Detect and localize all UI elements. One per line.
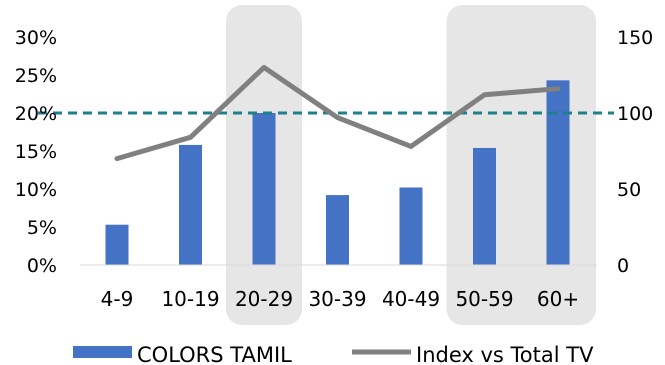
legend-label-index-vs-total-tv: Index vs Total TV bbox=[416, 343, 594, 365]
category-label-40-49: 40-49 bbox=[382, 287, 440, 311]
bar-4-9 bbox=[105, 224, 129, 265]
bar-10-19 bbox=[179, 144, 202, 265]
left-tick-label: 20% bbox=[15, 103, 57, 125]
bar-40-49 bbox=[399, 187, 423, 265]
legend-swatch-colors-tamil bbox=[73, 346, 132, 358]
index-line-series bbox=[114, 64, 561, 162]
category-label-4-9: 4-9 bbox=[101, 287, 134, 311]
legend: COLORS TAMIL Index vs Total TV bbox=[73, 343, 594, 365]
left-axis-ticks: 0% 5% 10% 15% 20% 25% 30% bbox=[15, 27, 57, 277]
legend-label-colors-tamil: COLORS TAMIL bbox=[137, 343, 292, 365]
bar-30-39 bbox=[326, 195, 349, 265]
right-tick-label: 150 bbox=[617, 27, 653, 49]
highlight-band-50-59-to-60 bbox=[446, 5, 596, 325]
highlight-bands bbox=[226, 5, 596, 325]
bar-20-29 bbox=[252, 113, 276, 265]
bar-50-59 bbox=[473, 147, 496, 265]
right-tick-label: 100 bbox=[617, 103, 653, 125]
category-label-20-29: 20-29 bbox=[235, 287, 293, 311]
left-tick-label: 10% bbox=[15, 179, 57, 201]
category-label-60: 60+ bbox=[537, 287, 579, 311]
bar-series bbox=[105, 80, 570, 265]
left-tick-label: 5% bbox=[27, 217, 57, 239]
left-tick-label: 30% bbox=[15, 27, 57, 49]
bar-60 bbox=[546, 80, 570, 265]
right-axis-ticks: 0 50 100 150 bbox=[617, 27, 653, 277]
left-tick-label: 15% bbox=[15, 141, 57, 163]
right-tick-label: 50 bbox=[617, 179, 641, 201]
left-tick-label: 0% bbox=[27, 255, 57, 277]
category-label-30-39: 30-39 bbox=[308, 287, 366, 311]
right-tick-label: 0 bbox=[617, 255, 629, 277]
category-label-10-19: 10-19 bbox=[161, 287, 219, 311]
category-label-50-59: 50-59 bbox=[455, 287, 513, 311]
category-labels: 4-9 10-19 20-29 30-39 40-49 50-59 60+ bbox=[101, 287, 579, 311]
left-tick-label: 25% bbox=[15, 65, 57, 87]
